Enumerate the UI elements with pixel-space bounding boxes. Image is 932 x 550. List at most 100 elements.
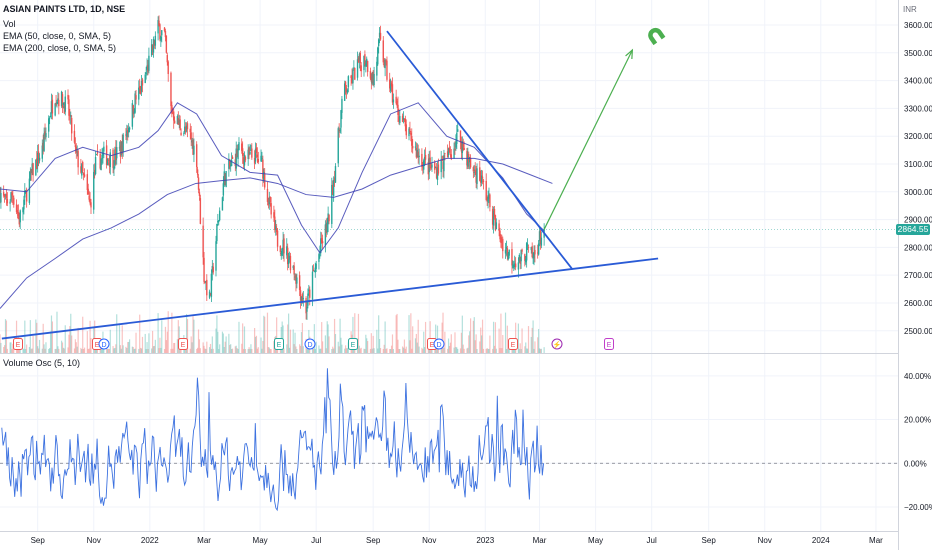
candle-body [287,259,290,264]
legend-volume-osc[interactable]: Volume Osc (5, 10) [3,358,81,368]
candle-body [3,194,6,198]
candle-body [10,192,12,200]
volume-bar [35,319,37,353]
volume-bar [300,332,303,353]
volume-bar [314,348,316,353]
volume-bar [186,319,189,353]
candle-body [446,151,449,158]
candle-body [525,243,528,261]
time-axis[interactable]: Sep Nov 2022 Mar May Jul Sep Nov 2023 Mar May Jul Se… [31,536,884,545]
volume-bar [462,344,464,353]
candle-body [364,54,366,66]
candle-body [377,39,380,47]
volume-bar [440,348,442,353]
event-marker-earnings-down[interactable]: E [13,338,23,350]
event-marker-earnings-up[interactable]: E [348,338,358,350]
volume-bar [311,348,314,353]
volume-bar [254,336,257,353]
price-axis[interactable]: 2500.00 2600.00 2700.00 2800.00 2900.00 3000.… [0,21,932,336]
candle-body [223,171,225,184]
candle-body [215,241,217,271]
volume-bar [334,334,337,353]
legend-volume[interactable]: Vol [3,19,16,29]
candle-body [443,155,445,172]
candle-body [530,246,532,251]
volume-bar [115,344,117,353]
volume-bar [403,339,406,353]
volume-bar [190,336,192,353]
time-tick-label: Sep [702,536,717,545]
volume-bar [157,313,159,353]
candle-body [499,230,501,240]
volume-bar [319,348,321,353]
volume-bar [229,344,231,353]
event-marker-dividend[interactable]: D [304,338,316,350]
event-marker-earnings-up[interactable]: E [274,338,284,350]
volume-bar [493,345,496,353]
candle-body [295,274,297,284]
candle-body [166,55,168,63]
volume-bar [479,341,481,353]
candle-body [138,87,140,100]
candle-body [430,166,432,168]
volume-bar [485,348,487,353]
time-axis-border [0,531,898,532]
candle-body [307,293,309,306]
candle-body [370,77,373,82]
volume-bar [338,346,340,353]
event-marker-label: E [181,342,186,349]
volume-bar [391,334,394,353]
event-marker-dividend[interactable]: D [433,338,445,350]
volume-bar [525,342,527,353]
candle-body [16,210,19,214]
volume-bar [461,315,463,353]
event-marker-label: E [277,342,282,349]
candle-body [417,151,419,158]
event-marker-split[interactable]: ⚡ [551,338,563,350]
volume-bar [198,339,201,353]
legend-ema50[interactable]: EMA (50, close, 0, SMA, 5) [3,31,112,41]
volume-bar [281,321,283,353]
volume-bar [505,348,508,353]
candle-body [513,265,515,268]
event-markers[interactable]: E E D E E D E E D E ⚡ E [13,338,614,350]
volume-bar [193,319,195,353]
volume-bar [367,341,369,353]
event-marker-earnings-future[interactable]: E [604,338,614,350]
candle-body [321,241,324,244]
volume-bar [504,312,507,353]
candle-body [378,32,381,38]
candle-body [448,147,451,153]
event-marker-earnings-down[interactable]: E [178,338,188,350]
candle-body [121,141,123,154]
volume-bar [158,348,160,353]
oscillator-axis[interactable]: −20.00% 0.00% 20.00% 40.00% [904,372,932,512]
volume-bar [333,318,336,353]
legend-ema200[interactable]: EMA (200, close, 0, SMA, 5) [3,43,117,53]
volume-bar [378,315,380,353]
volume-bar [416,342,418,353]
volume-bar [26,344,28,353]
event-marker-circle [98,338,110,350]
candle-body [93,169,96,173]
volume-bar [119,345,122,353]
event-marker-dividend[interactable]: D [98,338,110,350]
candle-body [60,91,63,107]
candle-body [263,171,265,182]
volume-bar [506,325,508,353]
volume-bar [228,333,230,353]
event-marker-earnings-down[interactable]: E [508,338,518,350]
candle-body [460,141,463,152]
legend-title[interactable]: ASIAN PAINTS LTD, 1D, NSE [3,4,126,14]
volume-bar [179,348,181,353]
volume-bar [159,337,161,353]
volume-bar [414,338,417,353]
volume-bar [489,335,491,353]
trendlines[interactable] [1,30,659,340]
candle-body [346,89,349,93]
volume-bar [270,348,272,353]
candle-body [193,145,195,155]
time-tick-label: 2022 [141,536,159,545]
candle-body [230,159,233,167]
